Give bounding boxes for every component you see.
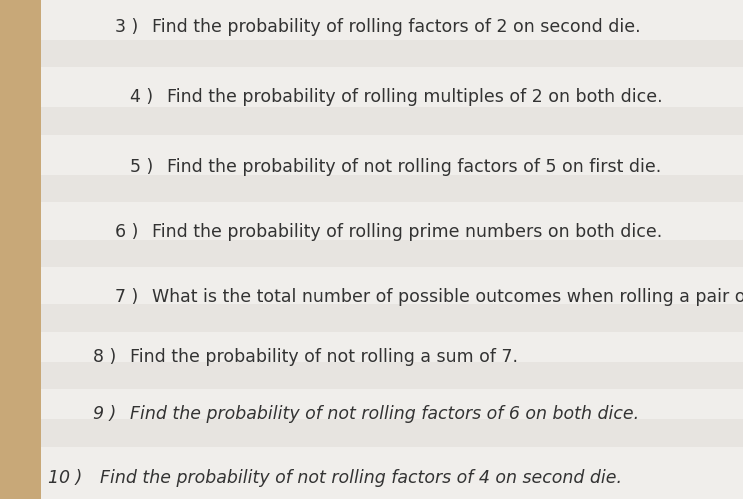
Text: 10 ): 10 ) — [48, 469, 82, 487]
Bar — [41, 362, 743, 389]
Bar — [41, 107, 743, 135]
Bar — [41, 304, 743, 332]
Text: 4 ): 4 ) — [130, 88, 153, 106]
Text: 3 ): 3 ) — [115, 18, 138, 36]
Text: 5 ): 5 ) — [130, 158, 153, 176]
Text: 8 ): 8 ) — [93, 348, 116, 366]
Text: Find the probability of rolling prime numbers on both dice.: Find the probability of rolling prime nu… — [152, 223, 663, 241]
Text: Find the probability of rolling factors of 2 on second die.: Find the probability of rolling factors … — [152, 18, 641, 36]
Text: 9 ): 9 ) — [93, 405, 116, 423]
Bar — [41, 419, 743, 447]
Bar — [41, 240, 743, 267]
Text: Find the probability of not rolling factors of 5 on first die.: Find the probability of not rolling fact… — [167, 158, 661, 176]
Bar — [41, 175, 743, 202]
Text: Find the probability of not rolling a sum of 7.: Find the probability of not rolling a su… — [130, 348, 518, 366]
Bar — [41, 40, 743, 67]
Text: 7 ): 7 ) — [115, 288, 138, 306]
Text: Find the probability of rolling multiples of 2 on both dice.: Find the probability of rolling multiple… — [167, 88, 663, 106]
Text: Find the probability of not rolling factors of 6 on both dice.: Find the probability of not rolling fact… — [130, 405, 639, 423]
Text: Find the probability of not rolling factors of 4 on second die.: Find the probability of not rolling fact… — [100, 469, 623, 487]
Text: 6 ): 6 ) — [115, 223, 138, 241]
Text: What is the total number of possible outcomes when rolling a pair of dice?: What is the total number of possible out… — [152, 288, 743, 306]
